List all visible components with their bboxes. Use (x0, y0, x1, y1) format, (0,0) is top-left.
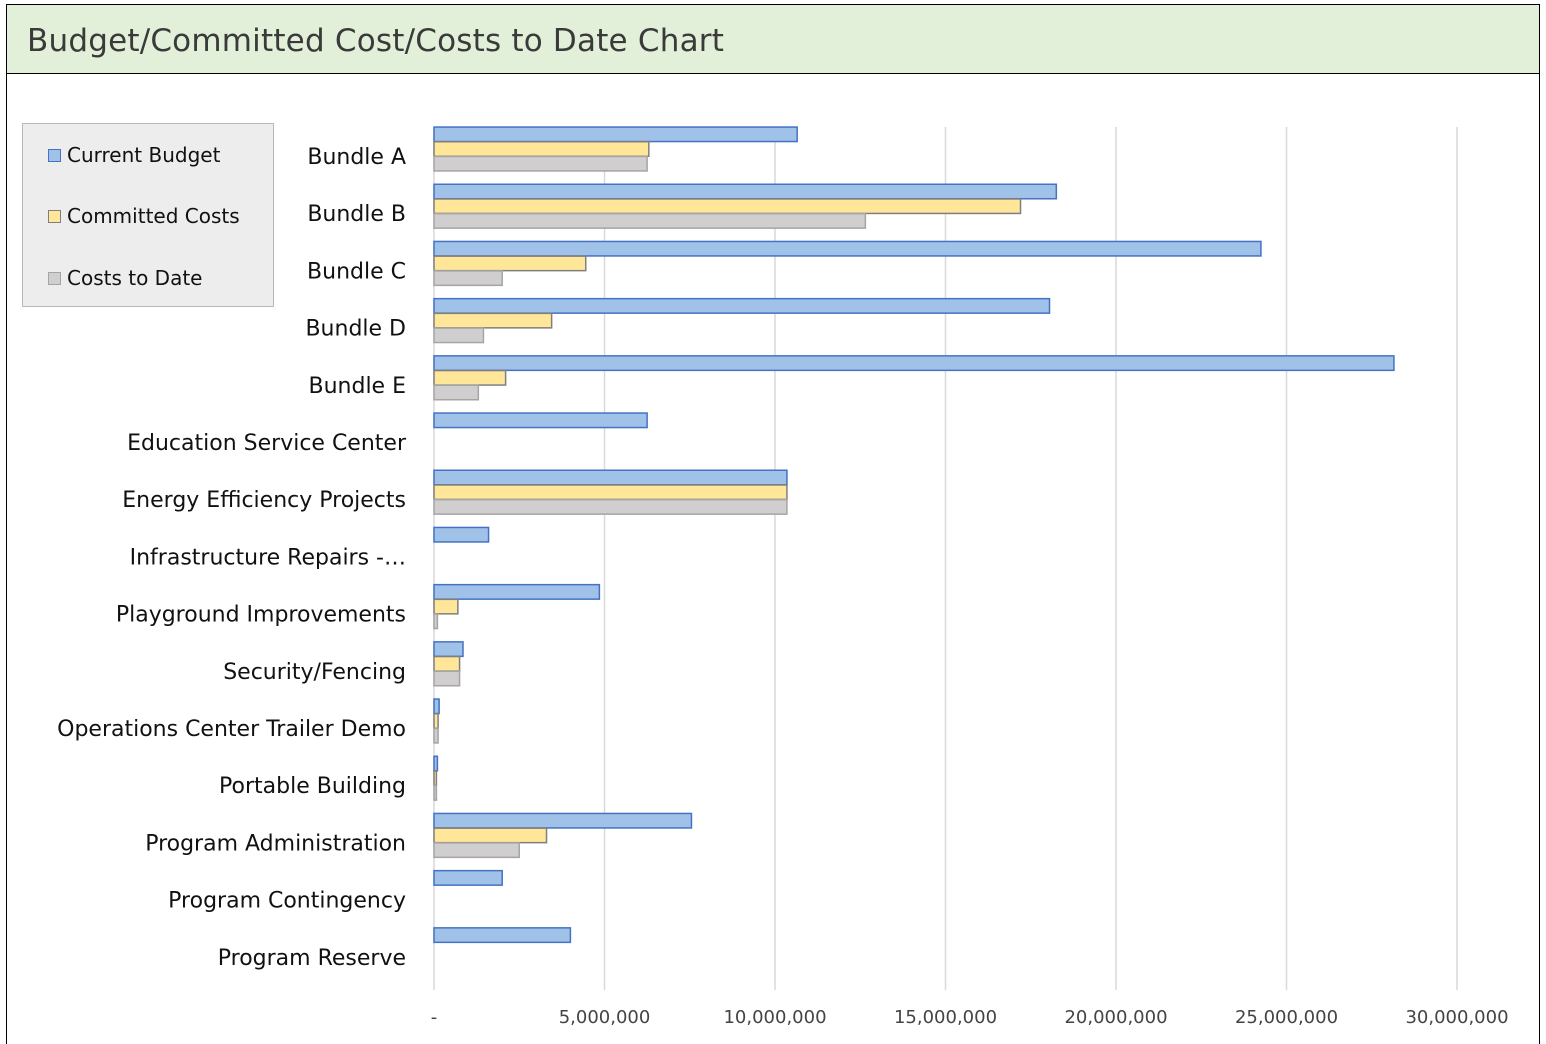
bar-current-budget (433, 126, 798, 143)
category-label: Security/Fencing (223, 660, 406, 685)
category-label: Program Contingency (168, 889, 406, 914)
bar-costs-to-date (433, 155, 648, 172)
bar-current-budget (433, 412, 648, 429)
bar-costs-to-date (433, 613, 439, 630)
bar-current-budget (433, 297, 1051, 314)
bar-current-budget (433, 183, 1058, 200)
x-tick-label: - (431, 1007, 438, 1028)
category-label: Education Service Center (127, 431, 407, 456)
x-tick-label: 5,000,000 (559, 1007, 651, 1028)
bar-committed-costs (433, 141, 650, 157)
bar-committed-costs (433, 312, 553, 329)
bar-current-budget (433, 755, 439, 772)
category-label: Bundle D (305, 317, 406, 342)
legend-swatch-committed-costs (48, 209, 61, 223)
category-label: Portable Building (219, 774, 406, 799)
bar-costs-to-date (433, 327, 485, 344)
bar-costs-to-date (433, 384, 480, 401)
category-label: Bundle E (309, 374, 407, 399)
bar-costs-to-date (433, 842, 520, 859)
bar-costs-to-date (433, 670, 461, 687)
category-label: Bundle C (307, 259, 406, 284)
bar-costs-to-date (433, 784, 438, 801)
legend-swatch-current-budget (48, 148, 61, 162)
bar-current-budget (433, 927, 572, 944)
bar-committed-costs (433, 827, 548, 844)
bar-committed-costs (433, 598, 459, 615)
x-tick-label: 15,000,000 (894, 1007, 997, 1028)
bar-committed-costs (433, 484, 788, 501)
category-label: Playground Improvements (116, 603, 406, 628)
x-tick-label: 10,000,000 (723, 1007, 826, 1028)
bar-committed-costs (433, 369, 507, 386)
bar-committed-costs (433, 770, 438, 787)
category-label: Energy Efficiency Projects (122, 488, 406, 513)
chart-title: Budget/Committed Cost/Costs to Date Char… (27, 23, 725, 59)
legend-label-costs-to-date: Costs to Date (67, 266, 203, 290)
bar-current-budget (433, 583, 601, 600)
bar-current-budget (433, 869, 503, 886)
bar-committed-costs (433, 255, 587, 272)
bar-costs-to-date (433, 498, 788, 515)
bar-committed-costs (433, 198, 1022, 215)
category-label: Bundle B (307, 202, 406, 227)
x-tick-label: 25,000,000 (1235, 1007, 1338, 1028)
legend-item-costs-to-date: Costs to Date (48, 266, 202, 290)
bar-current-budget (433, 526, 490, 543)
category-label: Infrastructure Repairs -… (130, 545, 406, 570)
chart-legend: Current Budget Committed Costs Costs to … (22, 123, 274, 307)
bar-current-budget (433, 469, 788, 486)
bar-costs-to-date (433, 270, 503, 287)
legend-item-committed-costs: Committed Costs (48, 204, 240, 228)
x-tick-label: 20,000,000 (1064, 1007, 1167, 1028)
legend-label-current-budget: Current Budget (67, 143, 221, 167)
category-label: Operations Center Trailer Demo (57, 717, 406, 742)
bar-costs-to-date (433, 212, 867, 229)
bar-committed-costs (433, 655, 461, 672)
bar-costs-to-date (433, 727, 439, 744)
bar-committed-costs (433, 713, 439, 729)
legend-item-current-budget: Current Budget (48, 143, 220, 167)
legend-label-committed-costs: Committed Costs (67, 204, 240, 228)
category-label: Bundle A (307, 145, 406, 170)
category-label: Program Administration (145, 831, 406, 856)
bar-current-budget (433, 698, 440, 715)
legend-swatch-costs-to-date (48, 271, 61, 285)
title-bar: Budget/Committed Cost/Costs to Date Char… (6, 4, 1540, 74)
bar-current-budget (433, 812, 693, 829)
category-label: Program Reserve (218, 946, 406, 971)
bar-current-budget (433, 240, 1262, 257)
bar-current-budget (433, 641, 464, 658)
x-tick-label: 30,000,000 (1405, 1007, 1508, 1028)
bar-current-budget (433, 355, 1395, 372)
